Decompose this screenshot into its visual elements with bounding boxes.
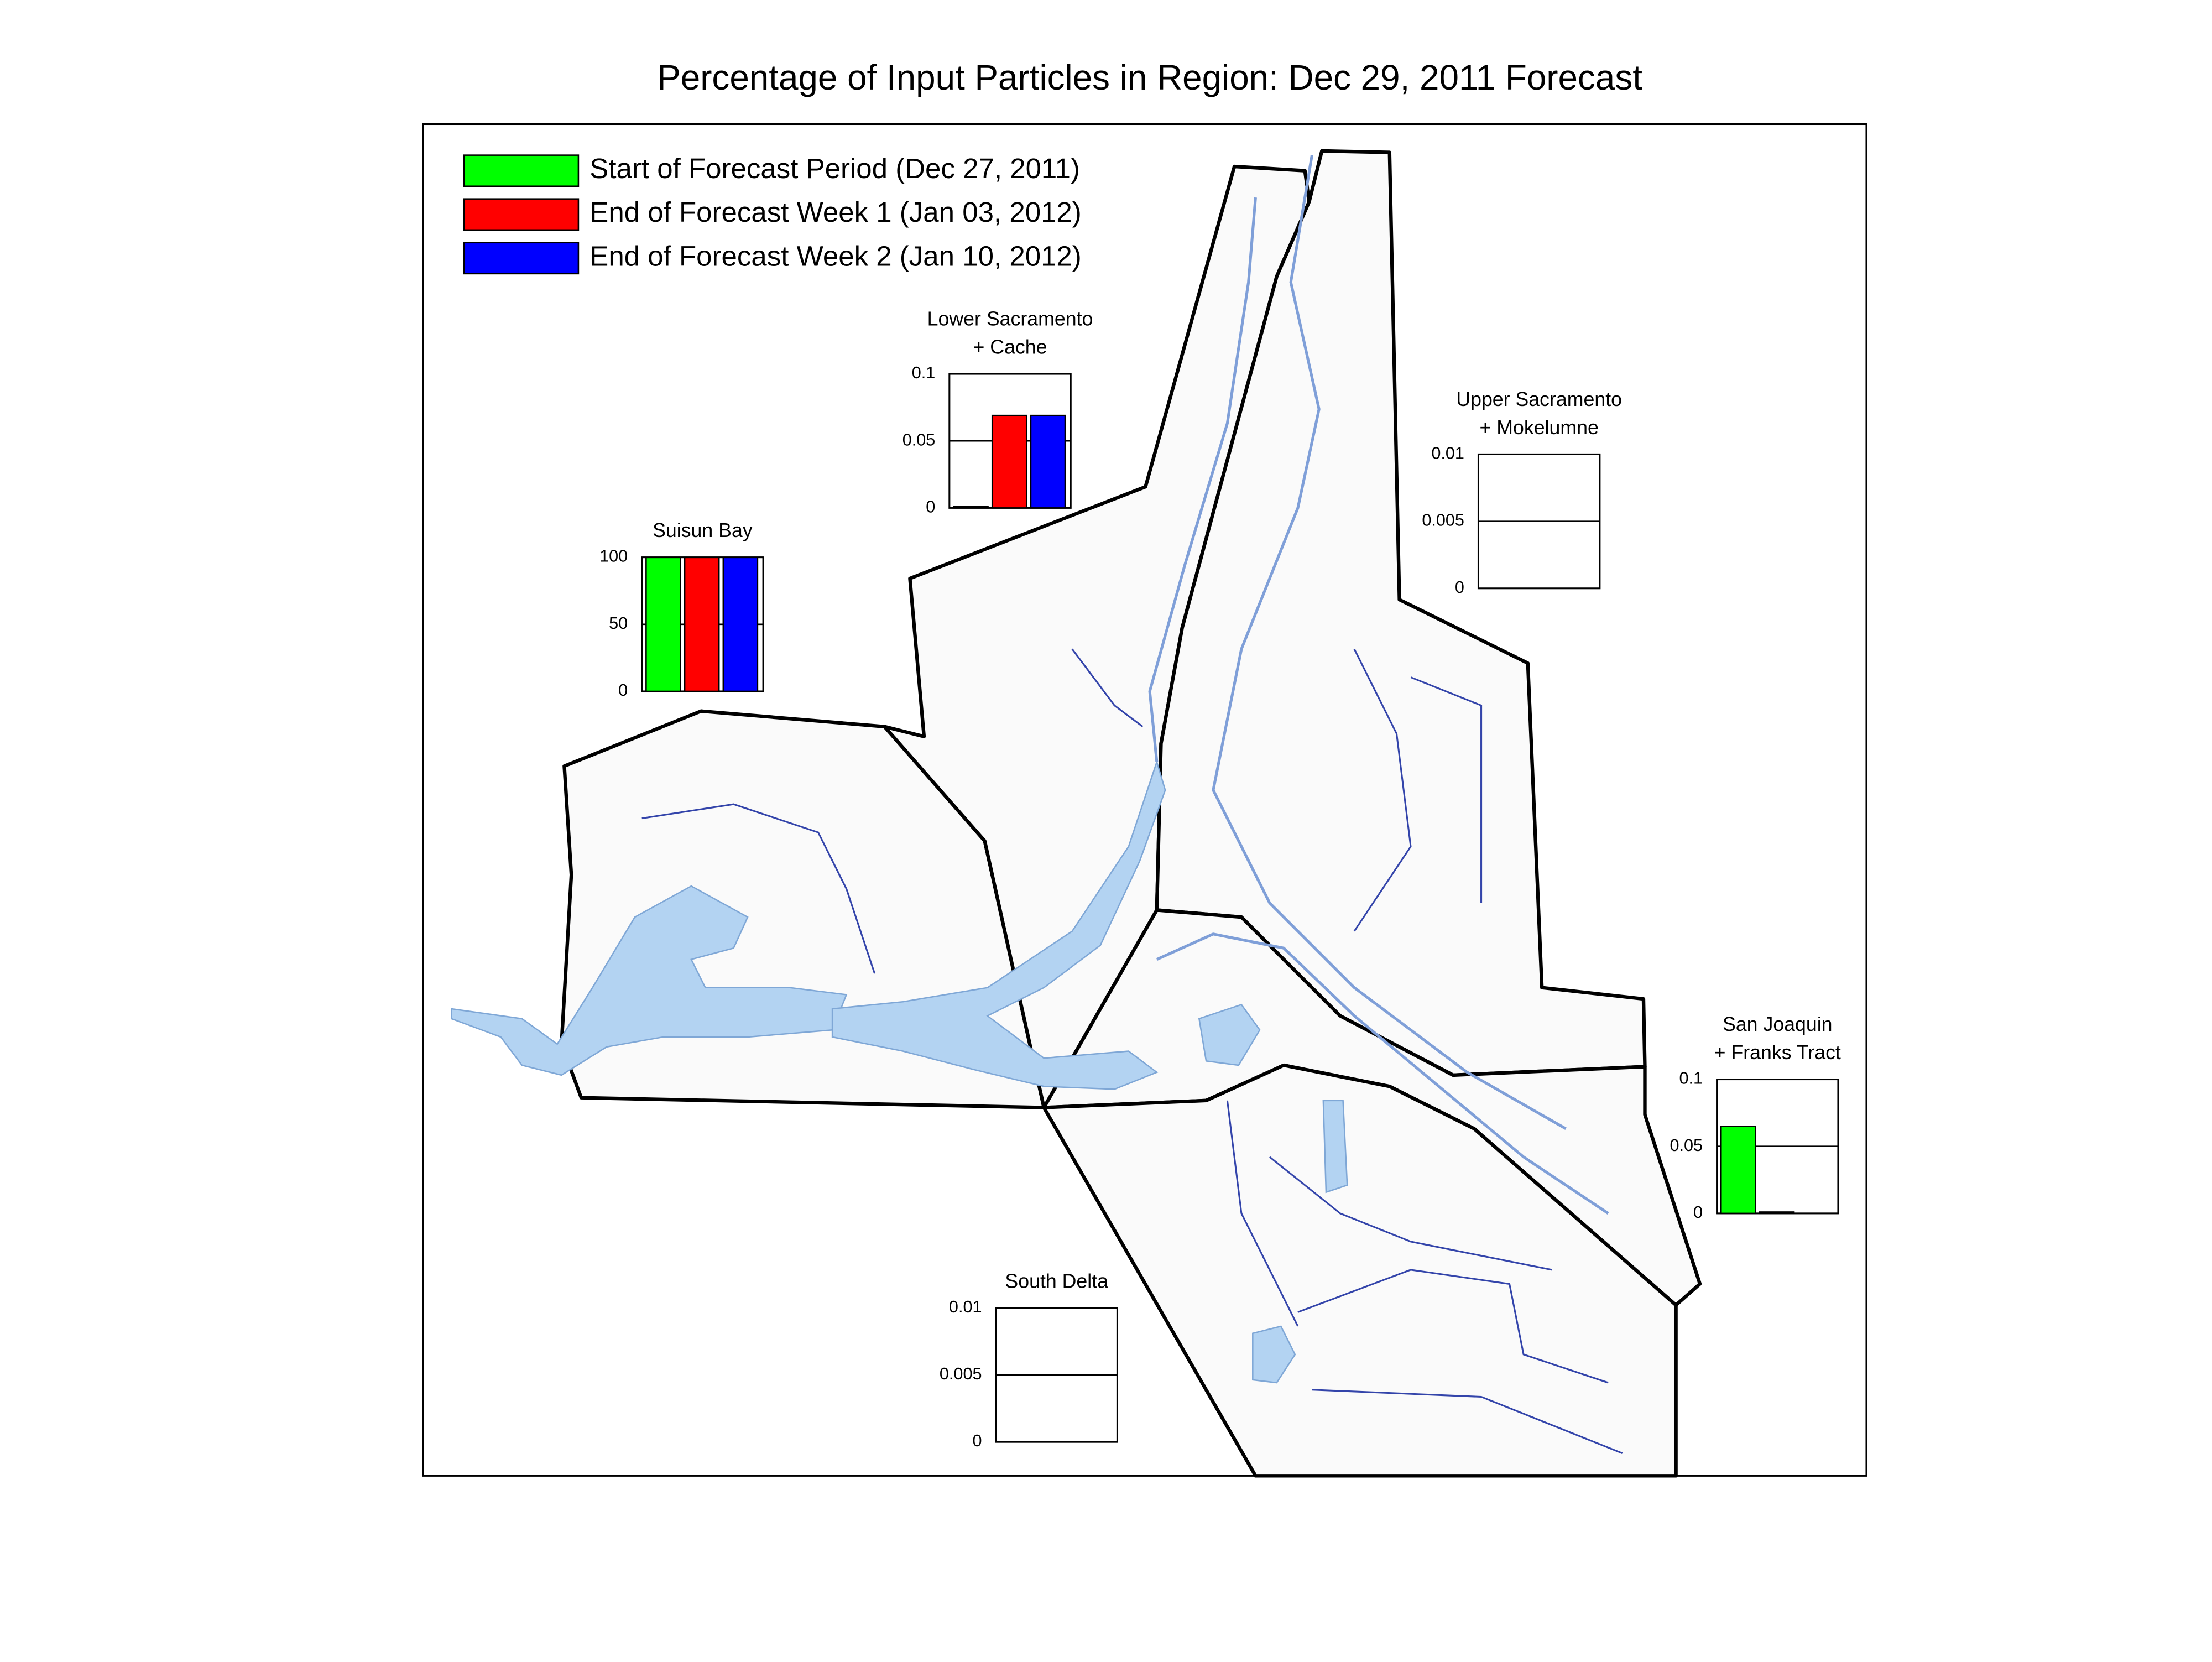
- inset-title: Lower Sacramento: [927, 308, 1093, 330]
- y-tick-label: 0.1: [1679, 1069, 1703, 1088]
- sacramento-river: [1148, 197, 1257, 762]
- franks-tract: [1198, 1003, 1261, 1066]
- y-tick-label: 0: [618, 681, 628, 700]
- y-tick-label: 0.005: [1422, 511, 1464, 530]
- inset-title: South Delta: [1005, 1270, 1108, 1292]
- inset-title: San Joaquin: [1723, 1013, 1833, 1035]
- y-tick-label: 0.1: [912, 363, 936, 382]
- inset-title: + Cache: [973, 336, 1047, 358]
- figure-title: Percentage of Input Particles in Region:…: [657, 58, 1642, 97]
- legend-swatch: [463, 242, 580, 275]
- inset-chart: Suisun Bay 0 50 100: [599, 519, 764, 700]
- clifton-court: [1252, 1325, 1296, 1384]
- san-joaquin-river: [1156, 932, 1609, 1215]
- river-channel: [831, 759, 1166, 1090]
- legend-label: Start of Forecast Period (Dec 27, 2011): [589, 153, 1080, 184]
- inset-title: + Franks Tract: [1714, 1041, 1841, 1064]
- waterways: [451, 155, 1623, 1454]
- bar: [722, 556, 759, 692]
- mokelumne-river: [1212, 155, 1567, 1130]
- y-tick-label: 0.01: [1431, 444, 1464, 463]
- y-tick-label: 100: [599, 547, 628, 566]
- legend: Start of Forecast Period (Dec 27, 2011) E…: [463, 153, 1082, 275]
- legend-label: End of Forecast Week 2 (Jan 10, 2012): [589, 240, 1081, 272]
- legend-label: End of Forecast Week 1 (Jan 03, 2012): [589, 196, 1081, 228]
- bar: [1030, 414, 1066, 509]
- inset-title: + Mokelumne: [1479, 416, 1598, 439]
- y-tick-label: 0: [926, 497, 935, 516]
- bar: [1720, 1126, 1756, 1215]
- y-tick-label: 50: [609, 614, 628, 633]
- region-south-delta: [1042, 1063, 1678, 1478]
- y-tick-label: 0.005: [940, 1364, 982, 1383]
- inset-title: Upper Sacramento: [1456, 388, 1622, 410]
- legend-swatch: [463, 154, 580, 187]
- suisun-bay-water: [451, 885, 848, 1076]
- y-tick-label: 0: [1455, 578, 1464, 597]
- inset-chart: Upper Sacramento + Mokelumne 0 0.005 0.01: [1422, 388, 1622, 597]
- bar: [1759, 1211, 1795, 1215]
- y-tick-label: 0.01: [949, 1298, 982, 1316]
- inset-chart: South Delta 0 0.005 0.01: [940, 1270, 1118, 1450]
- inset-charts: Lower Sacramento + Cache 0 0.05 0.1 Suisun Ba…: [599, 308, 1841, 1451]
- bar: [953, 506, 989, 509]
- y-tick-label: 0.05: [902, 430, 936, 449]
- y-tick-label: 0: [972, 1431, 982, 1450]
- inset-chart: Lower Sacramento + Cache 0 0.05 0.1: [902, 308, 1093, 517]
- bar: [991, 414, 1027, 509]
- legend-swatch: [463, 198, 580, 231]
- south-channel: [1322, 1100, 1348, 1194]
- bar: [684, 556, 720, 692]
- y-tick-label: 0: [1693, 1203, 1703, 1222]
- sloughs: [641, 648, 1623, 1454]
- inset-chart: San Joaquin + Franks Tract 0 0.05 0.1: [1670, 1013, 1841, 1222]
- bar: [645, 556, 681, 692]
- y-tick-label: 0.05: [1670, 1136, 1703, 1155]
- inset-title: Suisun Bay: [653, 519, 753, 541]
